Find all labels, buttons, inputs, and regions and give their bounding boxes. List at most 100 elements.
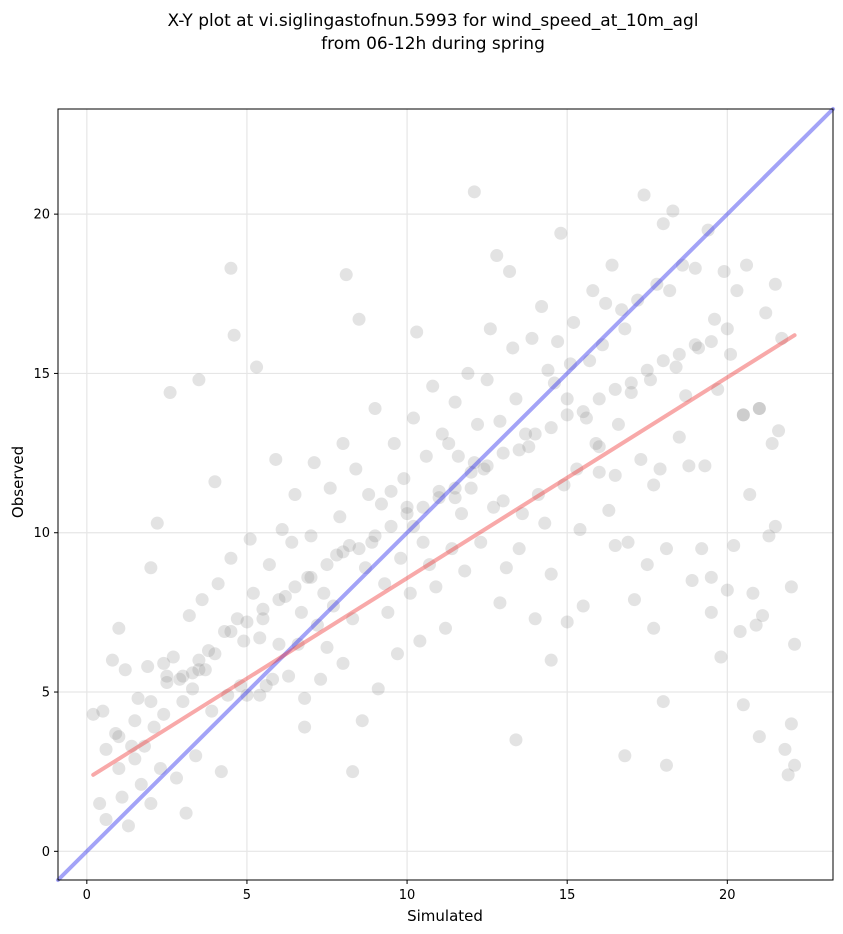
data-point — [634, 452, 648, 466]
data-point — [195, 593, 209, 607]
data-point — [176, 669, 190, 683]
data-point — [772, 424, 786, 438]
data-point — [765, 437, 779, 451]
x-tick-label: 15 — [559, 888, 576, 903]
data-point — [320, 640, 334, 654]
data-point — [512, 443, 526, 457]
data-point — [467, 456, 481, 470]
data-point — [512, 542, 526, 556]
data-point — [595, 338, 609, 352]
data-point — [711, 382, 725, 396]
data-point — [752, 401, 766, 415]
data-point — [339, 268, 353, 282]
data-point — [160, 669, 174, 683]
data-point — [384, 519, 398, 533]
data-point — [371, 682, 385, 696]
data-point — [294, 605, 308, 619]
data-point — [86, 707, 100, 721]
data-point — [579, 411, 593, 425]
data-point — [410, 325, 424, 339]
data-point — [208, 647, 222, 661]
data-point — [307, 456, 321, 470]
identity-line — [56, 107, 835, 882]
data-point — [477, 462, 491, 476]
data-point — [134, 777, 148, 791]
data-point — [560, 615, 574, 629]
x-tick-label: 20 — [719, 888, 736, 903]
data-point — [551, 335, 565, 349]
data-point — [198, 663, 212, 677]
data-point — [701, 223, 715, 237]
y-tick-label: 0 — [42, 845, 50, 860]
data-point — [480, 459, 494, 473]
data-point — [759, 306, 773, 320]
y-tick-label: 15 — [33, 367, 50, 382]
data-point — [230, 612, 244, 626]
data-point — [169, 771, 183, 785]
data-point — [131, 691, 145, 705]
x-tick-label: 10 — [399, 888, 416, 903]
chart-title: X-Y plot at vi.siglingastofnun.5993 for … — [167, 11, 698, 54]
data-point — [240, 688, 254, 702]
data-point — [640, 363, 654, 377]
data-point — [214, 765, 228, 779]
data-point — [554, 226, 568, 240]
data-point — [669, 360, 683, 374]
title-line-1: X-Y plot at vi.siglingastofnun.5993 for … — [167, 11, 698, 31]
data-point — [153, 761, 167, 775]
data-point — [615, 303, 629, 317]
data-point — [192, 663, 206, 677]
data-point — [471, 417, 485, 431]
data-point — [317, 586, 331, 600]
data-point — [112, 761, 126, 775]
data-point — [416, 535, 430, 549]
data-point — [592, 440, 606, 454]
data-point — [656, 354, 670, 368]
data-point — [243, 532, 257, 546]
data-point — [541, 363, 555, 377]
data-point — [333, 510, 347, 524]
data-point — [298, 720, 312, 734]
data-point — [672, 347, 686, 361]
data-point — [320, 558, 334, 572]
data-point — [432, 484, 446, 498]
data-point — [259, 679, 273, 693]
data-point — [352, 312, 366, 326]
data-point — [663, 284, 677, 298]
data-point — [224, 551, 238, 565]
data-point — [685, 574, 699, 588]
data-point — [445, 542, 459, 556]
data-point — [346, 612, 360, 626]
data-point — [704, 605, 718, 619]
data-point — [278, 589, 292, 603]
data-point — [250, 360, 264, 374]
data-point — [756, 609, 770, 623]
data-point — [746, 586, 760, 600]
data-point — [442, 437, 456, 451]
data-point — [128, 714, 142, 728]
data-point — [778, 742, 792, 756]
x-tick-label: 0 — [83, 888, 91, 903]
data-point — [400, 507, 414, 521]
data-point — [455, 507, 469, 521]
data-point — [749, 618, 763, 632]
data-point — [675, 258, 689, 272]
data-point — [493, 596, 507, 610]
data-point — [656, 217, 670, 231]
data-point — [186, 666, 200, 680]
data-point — [269, 452, 283, 466]
data-point — [330, 548, 344, 562]
data-point — [118, 663, 132, 677]
data-point — [144, 695, 158, 709]
data-point — [179, 806, 193, 820]
data-point — [720, 583, 734, 597]
data-point — [631, 293, 645, 307]
data-point — [189, 749, 203, 763]
data-point — [727, 538, 741, 552]
data-point — [736, 408, 750, 422]
data-point — [186, 682, 200, 696]
data-point — [150, 516, 164, 530]
data-point — [176, 695, 190, 709]
data-point — [326, 599, 340, 613]
